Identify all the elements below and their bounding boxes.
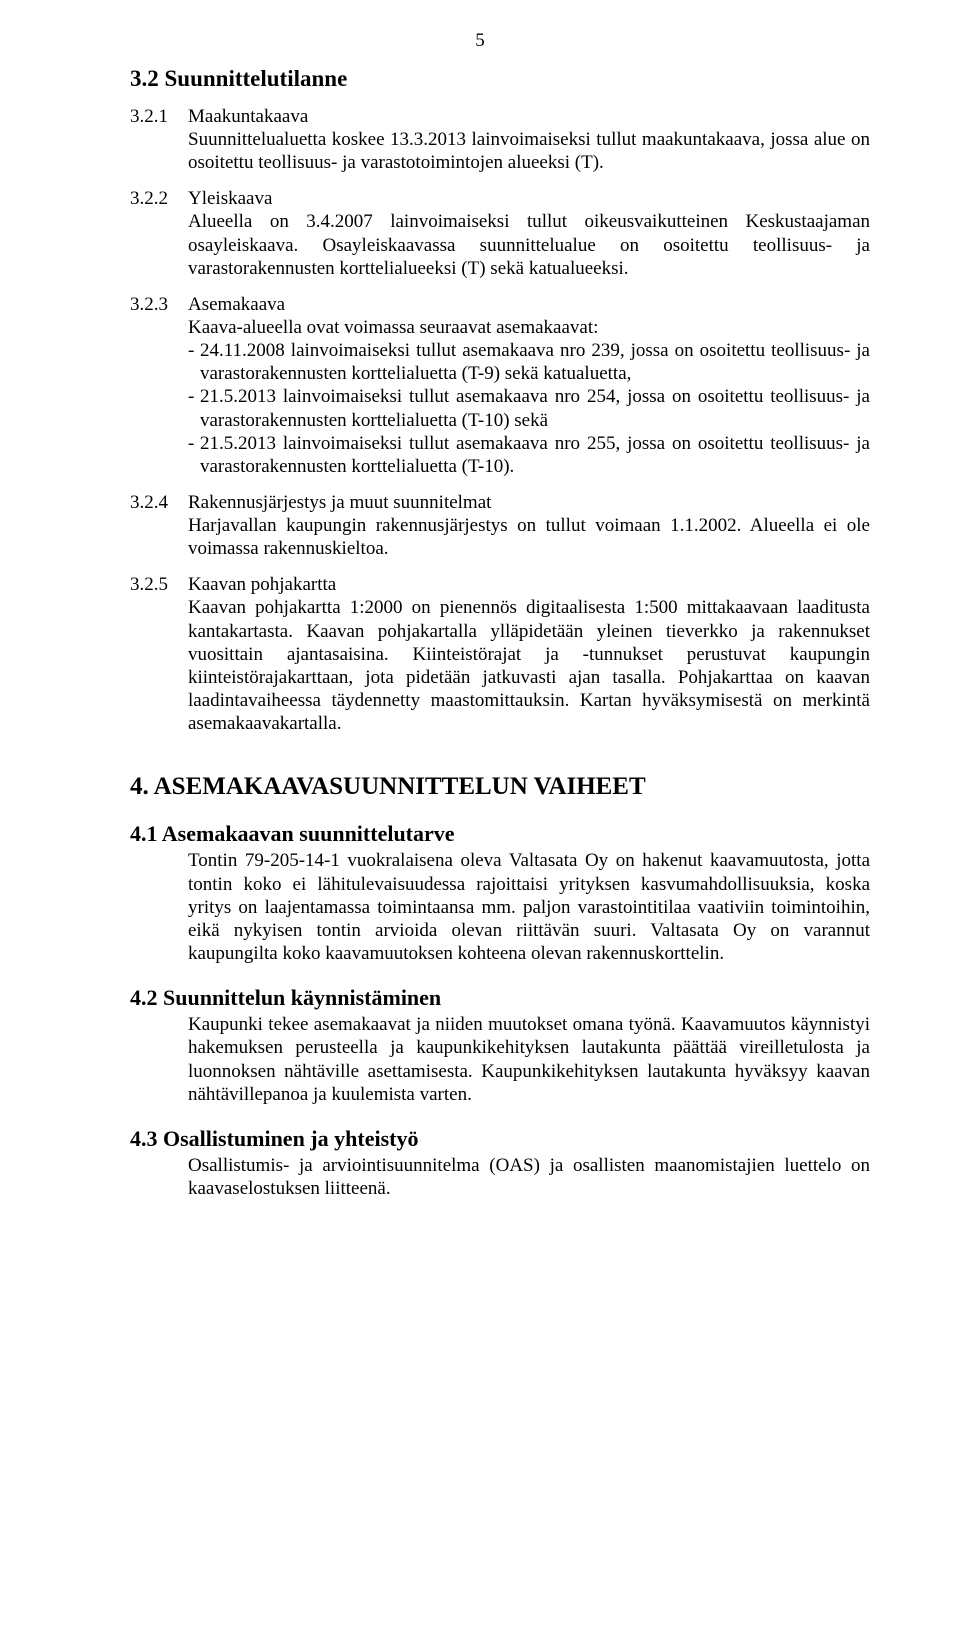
list-text: 21.5.2013 lainvoimaiseksi tullut asemaka… (200, 432, 870, 478)
list-item: - 21.5.2013 lainvoimaiseksi tullut asema… (188, 432, 870, 478)
subhead-num: 3.2.3 (130, 294, 188, 316)
page-number: 5 (0, 30, 960, 52)
intro-line: Kaava-alueella ovat voimassa seuraavat a… (188, 316, 870, 339)
heading-4-1: 4.1 Asemakaavan suunnittelutarve (130, 821, 870, 847)
subhead-num: 3.2.4 (130, 492, 188, 514)
subhead-num: 3.2.1 (130, 106, 188, 128)
subhead-3-2-5: 3.2.5 Kaavan pohjakartta (130, 574, 870, 596)
subhead-3-2-3: 3.2.3 Asemakaava (130, 294, 870, 316)
subhead-title: Yleiskaava (188, 188, 272, 210)
document-page: 5 3.2 Suunnittelutilanne 3.2.1 Maakuntak… (0, 0, 960, 1636)
subhead-title: Maakuntakaava (188, 106, 308, 128)
list-item: - 21.5.2013 lainvoimaiseksi tullut asema… (188, 385, 870, 431)
subhead-title: Rakennusjärjestys ja muut suunnitelmat (188, 492, 491, 514)
list-text: 21.5.2013 lainvoimaiseksi tullut asemaka… (200, 385, 870, 431)
dash-icon: - (188, 432, 200, 478)
dash-icon: - (188, 385, 200, 431)
subhead-3-2-2: 3.2.2 Yleiskaava (130, 188, 870, 210)
body-3-2-5: Kaavan pohjakartta 1:2000 on pienennös d… (188, 596, 870, 735)
dash-icon: - (188, 339, 200, 385)
body-3-2-1: Suunnittelualuetta koskee 13.3.2013 lain… (188, 128, 870, 174)
subhead-num: 3.2.5 (130, 574, 188, 596)
body-4-3: Osallistumis- ja arviointisuunnitelma (O… (188, 1154, 870, 1200)
heading-3-2: 3.2 Suunnittelutilanne (130, 66, 870, 92)
body-3-2-4: Harjavallan kaupungin rakennusjärjestys … (188, 514, 870, 560)
heading-4: 4. ASEMAKAAVASUUNNITTELUN VAIHEET (130, 773, 870, 801)
subhead-num: 3.2.2 (130, 188, 188, 210)
subhead-3-2-1: 3.2.1 Maakuntakaava (130, 106, 870, 128)
subhead-title: Kaavan pohjakartta (188, 574, 336, 596)
subhead-3-2-4: 3.2.4 Rakennusjärjestys ja muut suunnite… (130, 492, 870, 514)
heading-4-3: 4.3 Osallistuminen ja yhteistyö (130, 1126, 870, 1152)
heading-4-2: 4.2 Suunnittelun käynnistäminen (130, 985, 870, 1011)
body-3-2-3: Kaava-alueella ovat voimassa seuraavat a… (188, 316, 870, 478)
body-4-2: Kaupunki tekee asemakaavat ja niiden muu… (188, 1013, 870, 1106)
subhead-title: Asemakaava (188, 294, 285, 316)
list-text: 24.11.2008 lainvoimaiseksi tullut asemak… (200, 339, 870, 385)
body-4-1: Tontin 79-205-14-1 vuokralaisena oleva V… (188, 849, 870, 965)
list-item: - 24.11.2008 lainvoimaiseksi tullut asem… (188, 339, 870, 385)
body-3-2-2: Alueella on 3.4.2007 lainvoimaiseksi tul… (188, 210, 870, 280)
